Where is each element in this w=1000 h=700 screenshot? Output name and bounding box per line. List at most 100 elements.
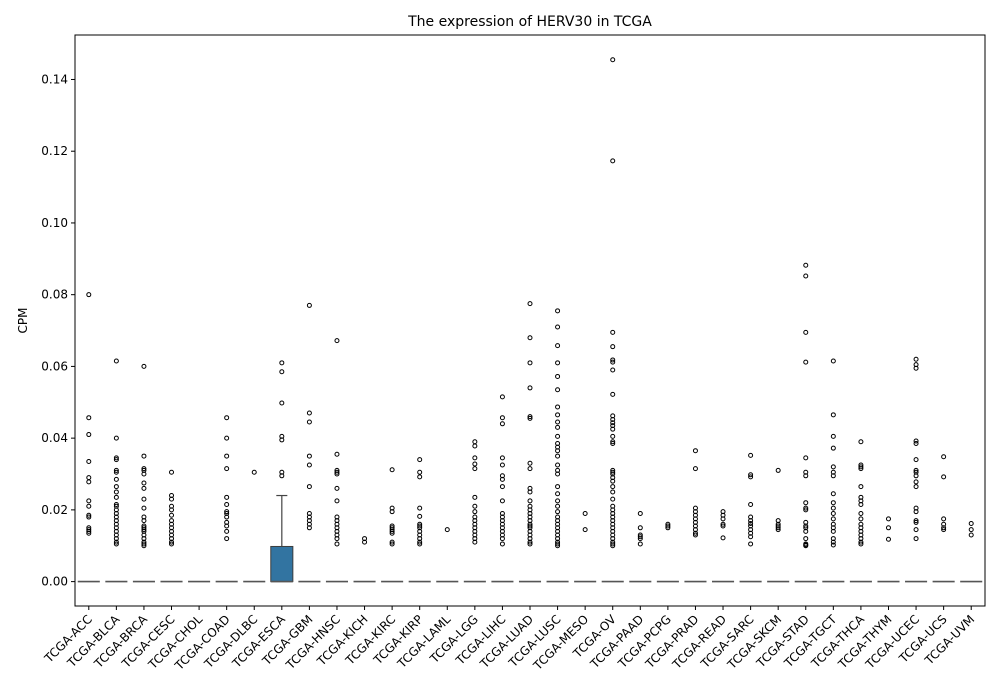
- outlier-point: [527, 541, 533, 547]
- outlier-point: [472, 443, 478, 449]
- outlier-point: [224, 435, 230, 441]
- outlier-point: [610, 367, 616, 373]
- outlier-point: [830, 473, 836, 479]
- outlier-point: [610, 433, 616, 439]
- plot-frame: [74, 34, 986, 607]
- outlier-point: [913, 484, 919, 490]
- outlier-point: [665, 525, 671, 531]
- outlier-point: [692, 448, 698, 454]
- outlier-point: [885, 536, 891, 542]
- outlier-point: [858, 539, 864, 545]
- outlier-point: [803, 536, 809, 542]
- outlier-point: [141, 543, 147, 549]
- outlier-point: [665, 523, 671, 529]
- outlier-point: [555, 387, 561, 393]
- outlier-point: [224, 509, 230, 515]
- outlier-point: [306, 419, 312, 425]
- outlier-point: [169, 507, 175, 513]
- outlier-point: [830, 464, 836, 470]
- outlier-point: [334, 338, 340, 344]
- outlier-point: [362, 539, 368, 545]
- outlier-point: [224, 536, 230, 542]
- outlier-point: [858, 541, 864, 547]
- outlier-point: [830, 539, 836, 545]
- outlier-point: [555, 541, 561, 547]
- outlier-point: [913, 479, 919, 485]
- outlier-point: [417, 457, 423, 463]
- outlier-point: [527, 414, 533, 420]
- outlier-point: [334, 451, 340, 457]
- outlier-point: [720, 516, 726, 522]
- outlier-point: [968, 527, 974, 533]
- outlier-point: [389, 541, 395, 547]
- outlier-point: [941, 525, 947, 531]
- outlier-point: [472, 455, 478, 461]
- outlier-point: [913, 519, 919, 525]
- y-tick-label: 0.02: [41, 503, 68, 517]
- outlier-point: [637, 536, 643, 542]
- outlier-point: [555, 419, 561, 425]
- outlier-point: [527, 523, 533, 529]
- y-tick-label: 0.12: [41, 144, 68, 158]
- outlier-point: [610, 541, 616, 547]
- outlier-point: [555, 343, 561, 349]
- outlier-point: [527, 489, 533, 495]
- outlier-point: [417, 469, 423, 475]
- outlier-point: [389, 530, 395, 536]
- outlier-point: [499, 541, 505, 547]
- outlier-point: [858, 484, 864, 490]
- outlier-point: [582, 510, 588, 516]
- outlier-point: [224, 523, 230, 529]
- outlier-point: [610, 484, 616, 490]
- outlier-point: [748, 501, 754, 507]
- y-axis-label: CPM: [16, 308, 30, 334]
- outlier-point: [224, 501, 230, 507]
- outlier-point: [555, 498, 561, 504]
- outlier-point: [610, 496, 616, 502]
- outlier-point: [555, 503, 561, 509]
- outlier-point: [941, 454, 947, 460]
- box-group: [601, 57, 624, 583]
- outlier-point: [803, 359, 809, 365]
- box-group: [436, 527, 459, 583]
- outlier-point: [499, 455, 505, 461]
- box-group: [381, 467, 404, 583]
- outlier-point: [555, 433, 561, 439]
- outlier-point: [748, 521, 754, 527]
- outlier-point: [472, 439, 478, 445]
- outlier-point: [720, 523, 726, 529]
- outlier-point: [417, 539, 423, 545]
- outlier-point: [169, 469, 175, 475]
- outlier-point: [113, 358, 119, 364]
- outlier-point: [417, 523, 423, 529]
- outlier-point: [610, 420, 616, 426]
- outlier-point: [527, 335, 533, 341]
- outlier-point: [913, 365, 919, 371]
- outlier-point: [941, 474, 947, 480]
- box-group: [960, 521, 983, 583]
- box-group: [712, 509, 735, 583]
- outlier-point: [775, 527, 781, 533]
- box-group: [905, 356, 928, 583]
- outlier-point: [113, 476, 119, 482]
- box-group: [77, 292, 100, 583]
- outlier-point: [555, 471, 561, 477]
- outlier-point: [913, 473, 919, 479]
- box-group: [546, 308, 569, 583]
- outlier-point: [472, 509, 478, 515]
- outlier-point: [417, 513, 423, 519]
- outlier-point: [169, 541, 175, 547]
- outlier-point: [913, 467, 919, 473]
- outlier-point: [334, 541, 340, 547]
- outlier-point: [968, 532, 974, 538]
- outlier-point: [527, 385, 533, 391]
- outlier-point: [499, 498, 505, 504]
- outlier-point: [141, 496, 147, 502]
- outlier-point: [692, 532, 698, 538]
- outlier-point: [610, 329, 616, 335]
- box-group: [132, 363, 155, 583]
- outlier-point: [86, 498, 92, 504]
- outlier-point: [913, 518, 919, 524]
- outlier-point: [610, 469, 616, 475]
- box-group: [932, 454, 955, 583]
